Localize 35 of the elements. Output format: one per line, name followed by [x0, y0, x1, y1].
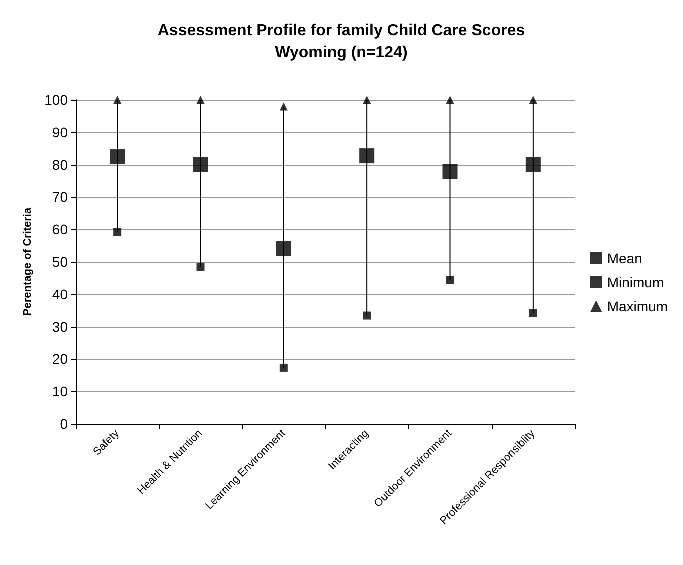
point	[110, 150, 126, 165]
legend-label: Mean	[607, 250, 642, 266]
y-tick-label: 100	[44, 92, 68, 108]
point	[193, 157, 208, 172]
point	[280, 102, 288, 111]
y-tick-label: 30	[52, 318, 68, 335]
y-tick-label: 0	[60, 416, 68, 432]
y-tick-label: 20	[52, 351, 68, 368]
y-axis-title: Perentage of Criteria	[22, 207, 34, 316]
point	[363, 312, 372, 320]
point	[442, 164, 458, 180]
chart-subtitle: Wyoming (n=124)	[275, 44, 408, 62]
y-tick-label: 10	[52, 384, 68, 400]
y-tick-label: 70	[52, 189, 68, 206]
y-tick-label: 40	[52, 286, 68, 302]
point	[114, 96, 122, 104]
point	[363, 96, 372, 104]
point	[360, 148, 375, 164]
point	[196, 264, 205, 272]
point	[196, 96, 205, 104]
point	[529, 96, 538, 104]
point	[446, 96, 454, 104]
y-tick-label: 50	[52, 254, 68, 270]
point	[280, 364, 288, 372]
legend-label: Minimum	[607, 274, 664, 290]
y-tick-label: 60	[52, 222, 68, 238]
point	[526, 157, 541, 172]
point	[529, 310, 538, 318]
y-tick-label: 80	[52, 156, 68, 173]
point	[276, 241, 292, 256]
y-tick-label: 90	[52, 124, 68, 140]
point	[446, 276, 454, 284]
chart-title: Assessment Profile for family Child Care Scores	[158, 22, 526, 40]
point	[114, 228, 122, 236]
legend-label: Maximum	[607, 298, 668, 314]
